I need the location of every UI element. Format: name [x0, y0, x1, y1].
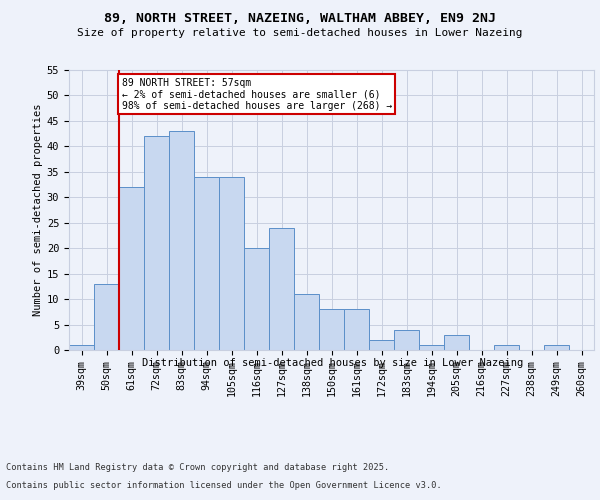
Bar — [69, 345, 94, 350]
Bar — [219, 177, 244, 350]
Bar — [494, 345, 519, 350]
Bar — [94, 284, 119, 350]
Text: Distribution of semi-detached houses by size in Lower Nazeing: Distribution of semi-detached houses by … — [142, 358, 524, 368]
Text: 89, NORTH STREET, NAZEING, WALTHAM ABBEY, EN9 2NJ: 89, NORTH STREET, NAZEING, WALTHAM ABBEY… — [104, 12, 496, 26]
Bar — [344, 310, 369, 350]
Bar — [444, 334, 469, 350]
Bar — [394, 330, 419, 350]
Bar — [544, 345, 569, 350]
Bar — [144, 136, 169, 350]
Bar — [294, 294, 319, 350]
Text: 89 NORTH STREET: 57sqm
← 2% of semi-detached houses are smaller (6)
98% of semi-: 89 NORTH STREET: 57sqm ← 2% of semi-deta… — [121, 78, 392, 111]
Bar — [194, 177, 219, 350]
Text: Contains public sector information licensed under the Open Government Licence v3: Contains public sector information licen… — [6, 481, 442, 490]
Text: Contains HM Land Registry data © Crown copyright and database right 2025.: Contains HM Land Registry data © Crown c… — [6, 464, 389, 472]
Bar — [119, 187, 144, 350]
Bar — [169, 131, 194, 350]
Bar — [369, 340, 394, 350]
Bar — [269, 228, 294, 350]
Bar — [419, 345, 444, 350]
Y-axis label: Number of semi-detached properties: Number of semi-detached properties — [32, 104, 43, 316]
Bar — [244, 248, 269, 350]
Text: Size of property relative to semi-detached houses in Lower Nazeing: Size of property relative to semi-detach… — [77, 28, 523, 38]
Bar — [319, 310, 344, 350]
